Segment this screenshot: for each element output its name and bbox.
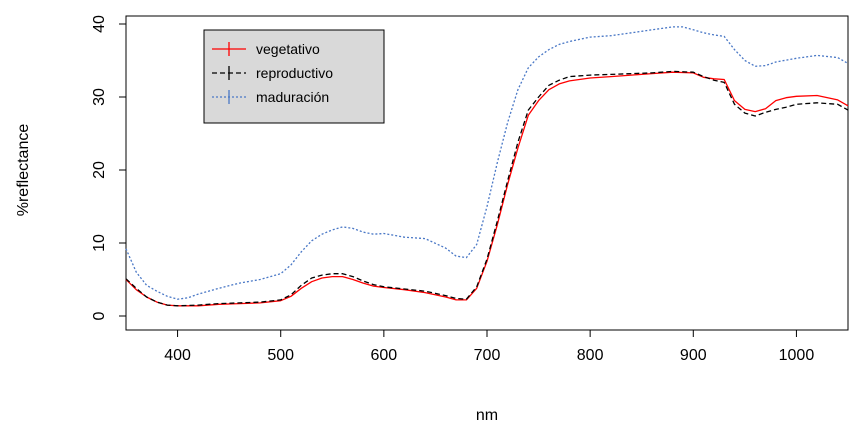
y-tick-label: 10	[91, 234, 108, 252]
series-line-1	[125, 71, 849, 307]
x-tick-label: 600	[371, 347, 398, 364]
x-tick-label: 800	[577, 347, 604, 364]
x-tick-label: 700	[474, 347, 501, 364]
legend-box	[203, 29, 385, 124]
legend-label: reproductivo	[256, 65, 333, 81]
legend-label: vegetativo	[256, 41, 320, 57]
y-axis-title: %reflectance	[15, 124, 32, 217]
x-tick-label: 1000	[779, 347, 815, 364]
y-tick-label: 20	[91, 161, 108, 179]
legend: vegetativo reproductivo maduración	[203, 29, 385, 124]
x-tick-label: 400	[164, 347, 191, 364]
y-tick-label: 30	[91, 88, 108, 106]
legend-label: maduración	[256, 89, 329, 105]
series-line-2	[125, 70, 849, 307]
x-tick-label: 500	[267, 347, 294, 364]
y-tick-label: 0	[91, 311, 108, 320]
series-line-3	[125, 26, 849, 300]
x-tick-label: 900	[680, 347, 707, 364]
x-axis-title: nm	[476, 407, 498, 424]
y-tick-label: 40	[91, 15, 108, 33]
